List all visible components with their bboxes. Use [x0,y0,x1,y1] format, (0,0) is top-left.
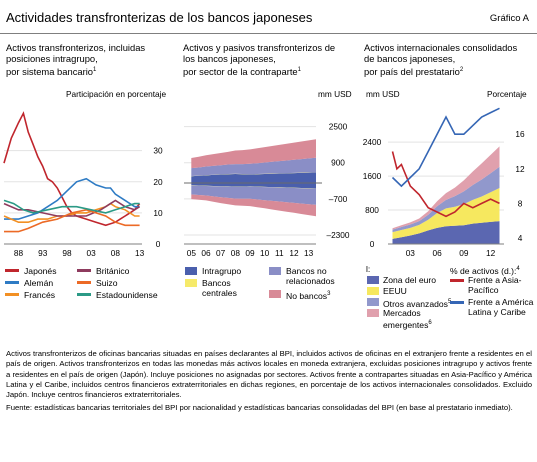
y-tick-label: 30 [153,146,163,156]
legend-swatch [269,290,281,298]
series-line-aleman [4,177,140,220]
area-pos-intragrupo [191,172,316,183]
x-tick-label: 10 [260,248,270,258]
y-tick-label-right: 4 [518,233,523,243]
series-line-asia_pacifico [391,151,500,218]
source-note: Fuente: estadísticas bancarias territori… [6,403,513,412]
x-tick-label: 93 [38,248,48,258]
legend-swatch [450,279,464,282]
area-neg-no_bancos [191,194,316,217]
panel1-unit: Participación en porcentaje [66,89,167,99]
y-tick-label-left: 0 [370,239,375,249]
x-tick-label: 11 [275,248,284,258]
x-tick-label: 12 [486,248,496,258]
panel2-chart: –2300 –700 900 2500 05 06 07 08 09 10 11 12 13 [184,104,350,258]
y-tick-label: 900 [331,158,345,168]
legend-swatch [77,293,91,296]
legend-swatch [367,276,379,284]
legend-swatch [77,281,91,284]
area-pos-no_relacionados [191,157,316,176]
series-line-america_latina [391,107,500,188]
legend-swatch [367,298,379,306]
panel1-title: Activos transfronterizos, incluidas posi… [6,42,146,77]
x-tick-label: 13 [304,248,314,258]
area-neg-no_relacionados [191,185,316,205]
legend-swatch [5,269,19,272]
panel2-legend: Intragrupo Bancos no relacionados Bancos… [184,264,356,304]
x-tick-label: 06 [432,248,442,258]
y-tick-label: 2500 [329,122,348,132]
y-tick-label: 0 [156,239,161,249]
area-eeuu [392,188,500,239]
legend-swatch [185,279,197,287]
legend-swatch [77,269,91,272]
x-tick-label: 08 [231,248,241,258]
series-line-estadounidense [3,199,140,214]
legend-swatch [367,287,379,295]
legend-swatch [269,267,281,275]
panel1-legend: Japonés Británico Alemán Suizo Francés E… [4,264,178,304]
area-pos-no_bancos [191,139,316,169]
legend-swatch [450,301,464,304]
area-pos-bancos_centrales [191,172,316,177]
x-tick-label: 03 [87,248,97,258]
x-tick-label: 12 [289,248,299,258]
series-line-suizo [4,208,140,233]
panel3-legend: l: % de activos (d.):4 Zona del euro EEU… [366,264,534,330]
panel2-title: Activos y pasivos transfronterizos de lo… [183,42,336,77]
panel3-title: Activos internacionales consolidados de … [364,42,518,77]
panel3-unit-right: Porcentaje [487,89,527,99]
legend-swatch [5,281,19,284]
area-neg-bancos_centrales [191,185,316,189]
y-tick-label-left: 800 [365,205,379,215]
panel2-unit: mm USD [318,89,352,99]
header: Actividades transfronterizas de los banc… [0,0,537,34]
legend-swatch [367,309,379,317]
legend-swatch [185,267,197,275]
y-tick-label-right: 16 [515,129,525,139]
y-tick-label: 10 [153,208,163,218]
panel3-chart: 0 800 1600 2400 4 8 12 16 03 06 09 12 [363,104,525,258]
x-tick-label: 06 [201,248,211,258]
y-tick-label-left: 1600 [363,171,382,181]
header-rule [0,33,537,34]
x-tick-label: 09 [245,248,255,258]
x-tick-label: 05 [187,248,197,258]
y-tick-label-right: 12 [515,164,525,174]
area-zona_euro [392,221,500,244]
legend-swatch [5,293,19,296]
x-tick-label: 08 [111,248,121,258]
y-tick-label: –2300 [326,230,349,240]
y-tick-label: 20 [153,177,163,187]
y-tick-label: –700 [329,194,348,204]
chart-title: Actividades transfronterizas de los banc… [6,10,313,25]
x-tick-label: 88 [14,248,24,258]
footnotes: Activos transfronterizos de oficinas ban… [6,349,532,400]
x-tick-label: 98 [62,248,72,258]
series-line-japones [3,111,141,227]
panel3-unit-left: mm USD [366,89,400,99]
x-tick-label: 03 [406,248,416,258]
legend-group-right: % de activos (d.):4 [450,265,520,276]
x-tick-label: 13 [135,248,145,258]
legend-group-left: l: [366,264,371,274]
y-tick-label-right: 8 [518,198,523,208]
area-neg-intragrupo [191,183,316,189]
y-tick-label-left: 2400 [363,137,382,147]
panel1-chart: 0 10 20 30 88 93 98 03 08 13 [3,104,163,258]
x-tick-label: 07 [216,248,226,258]
x-tick-label: 09 [459,248,469,258]
graph-reference: Gráfico A [489,13,529,24]
